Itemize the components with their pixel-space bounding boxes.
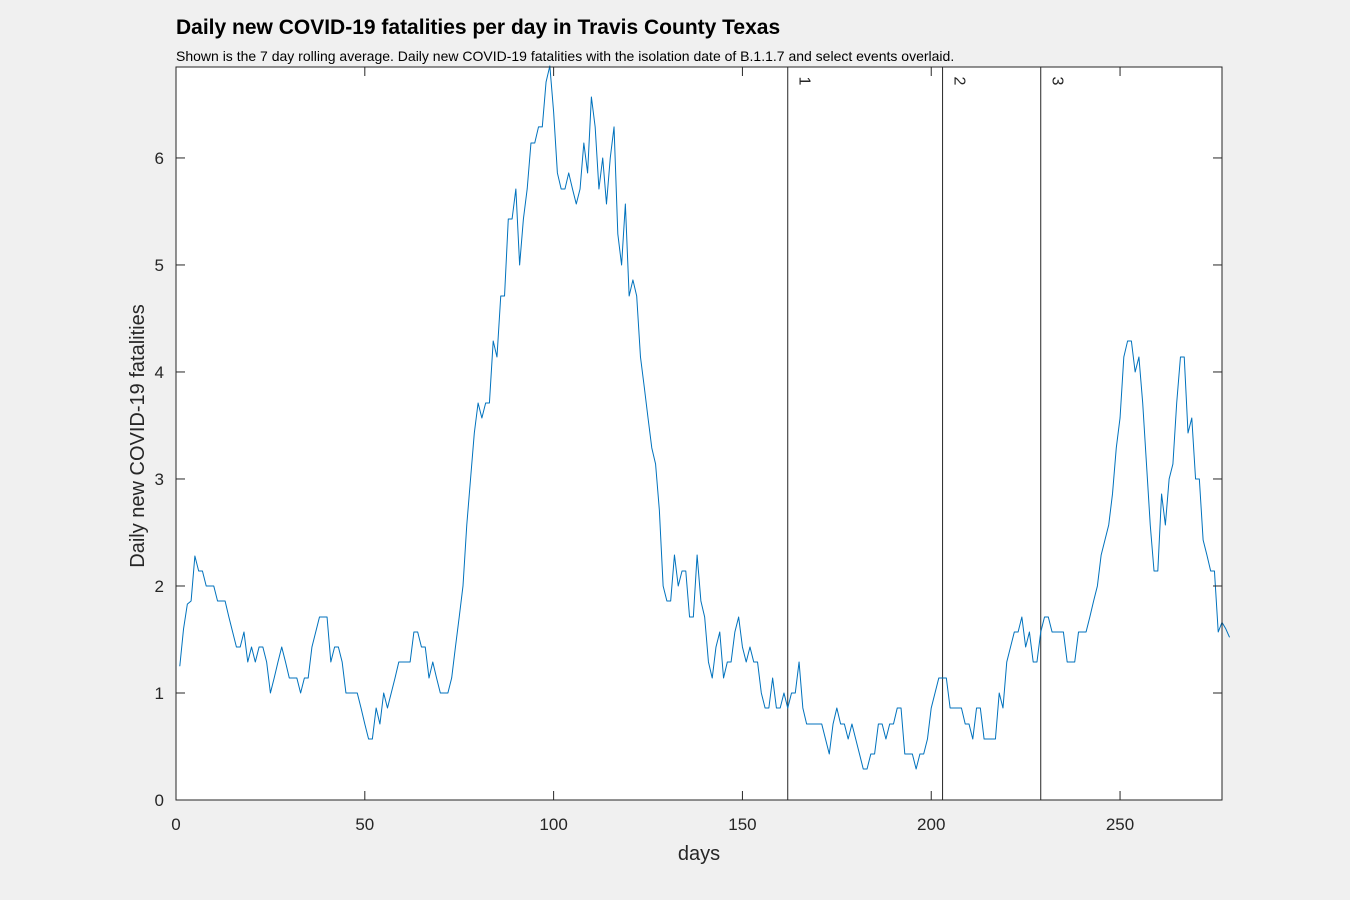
plot-area — [176, 67, 1222, 800]
y-tick-label: 3 — [155, 470, 164, 489]
x-tick-label: 200 — [917, 815, 945, 834]
axes-box — [175, 66, 1223, 801]
y-axis: 0 1 2 3 4 5 6 — [155, 149, 1222, 810]
event-label-3: 3 — [1049, 77, 1066, 86]
x-tick-label: 250 — [1106, 815, 1134, 834]
y-axis-label: Daily new COVID-19 fatalities — [127, 304, 149, 567]
x-axis: 0 50 100 150 200 250 — [171, 67, 1134, 834]
event-label-2: 2 — [951, 77, 968, 86]
x-tick-label: 50 — [355, 815, 374, 834]
x-tick-label: 100 — [539, 815, 567, 834]
event-label-1: 1 — [796, 77, 813, 86]
y-tick-label: 2 — [155, 577, 164, 596]
series-line — [179, 65, 1231, 770]
y-tick-label: 0 — [155, 791, 164, 810]
y-tick-label: 6 — [155, 149, 164, 168]
x-tick-label: 0 — [171, 815, 180, 834]
x-axis-label: days — [678, 843, 720, 865]
chart-title: Daily new COVID-19 fatalities per day in… — [176, 16, 780, 39]
x-tick-label: 150 — [728, 815, 756, 834]
y-tick-label: 1 — [155, 684, 164, 703]
y-tick-label: 5 — [155, 256, 164, 275]
chart-subtitle: Shown is the 7 day rolling average. Dail… — [176, 48, 954, 64]
y-tick-label: 4 — [155, 363, 164, 382]
